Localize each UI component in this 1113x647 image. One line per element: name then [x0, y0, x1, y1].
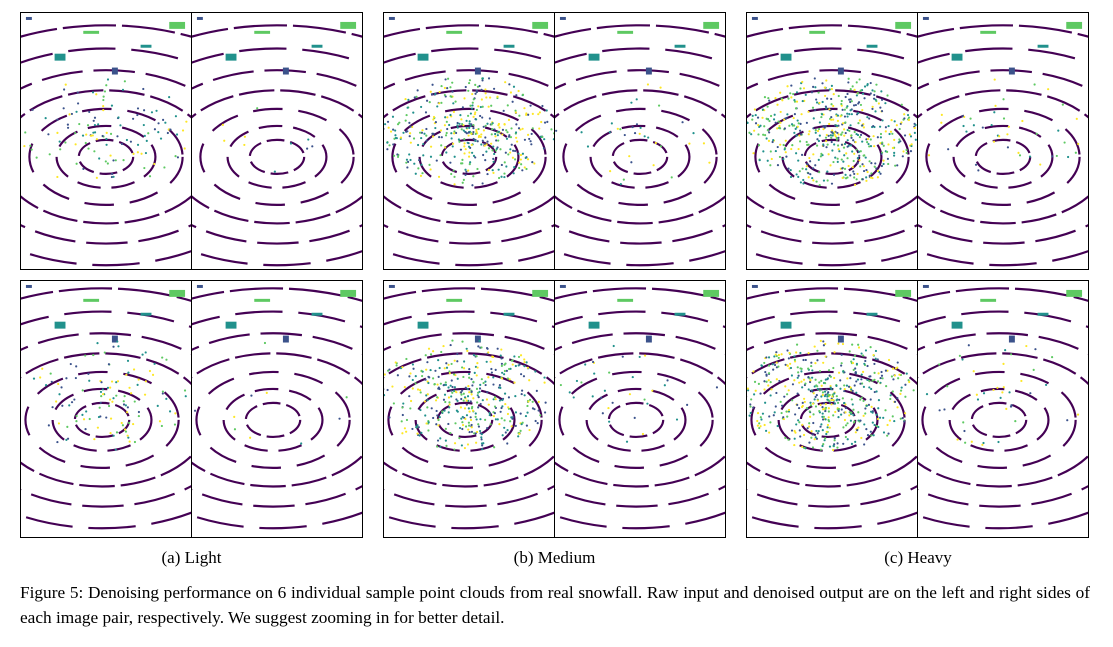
- denoised-output-panel: [554, 280, 726, 538]
- denoised-output-panel: [191, 280, 363, 538]
- raw-input-panel: [383, 12, 555, 270]
- denoised-output-panel: [917, 280, 1089, 538]
- figure-caption: Figure 5: Denoising performance on 6 ind…: [20, 583, 1090, 627]
- subcaption-c: (c) Heavy: [884, 548, 952, 567]
- raw-input-panel: [383, 280, 555, 538]
- raw-input-panel: [20, 280, 192, 538]
- denoised-output-panel: [191, 12, 363, 270]
- raw-input-panel: [20, 12, 192, 270]
- denoised-output-panel: [554, 12, 726, 270]
- raw-input-panel: [746, 12, 918, 270]
- subcaption-a: (a) Light: [161, 548, 222, 567]
- raw-input-panel: [746, 280, 918, 538]
- subcaption-b: (b) Medium: [513, 548, 596, 567]
- denoised-output-panel: [917, 12, 1089, 270]
